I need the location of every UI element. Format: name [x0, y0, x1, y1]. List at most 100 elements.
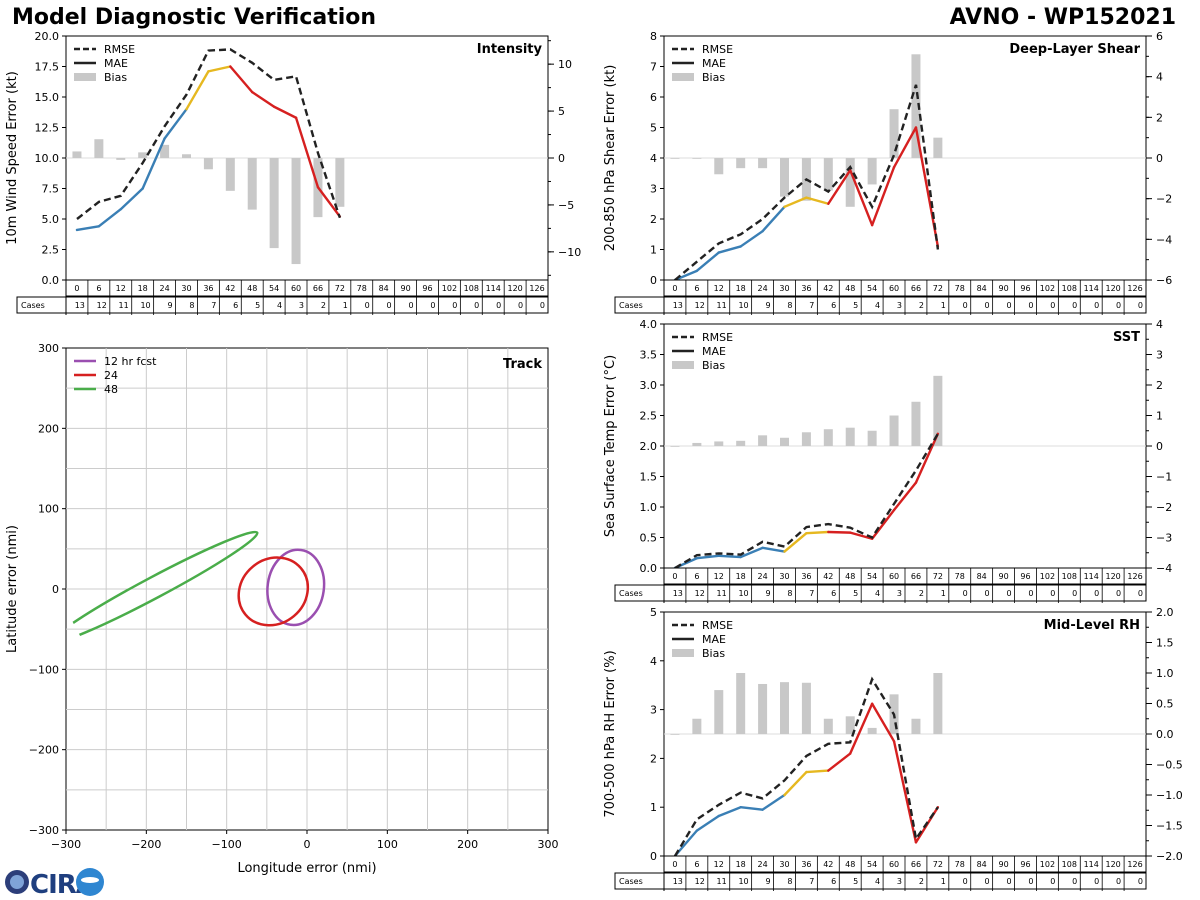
- rh-bias-bar: [823, 718, 833, 734]
- rh-cases-row: [614, 872, 1147, 890]
- sst-hour-label: 66: [911, 572, 921, 581]
- sst-case-count: 0: [1028, 589, 1033, 598]
- shear-hour-label: 48: [845, 284, 855, 293]
- rh-case-count: 6: [831, 877, 836, 886]
- shear-ytick-label: 6: [650, 91, 657, 104]
- sst-case-count: 12: [695, 589, 705, 598]
- sst-hour-label: 0: [672, 572, 677, 581]
- shear-case-count: 0: [1094, 301, 1099, 310]
- rh-case-count: 7: [809, 877, 814, 886]
- intensity-legend-mae-label: MAE: [104, 57, 128, 70]
- shear-case-count: 8: [787, 301, 792, 310]
- intensity-hour-label: 54: [269, 284, 279, 293]
- intensity-case-count: 1: [343, 301, 348, 310]
- rh-mae-segment: [783, 770, 808, 797]
- intensity-mae-segment: [185, 70, 210, 111]
- sst-hour-label: 108: [1062, 572, 1077, 581]
- sst-hour-label: 54: [867, 572, 877, 581]
- cira-globe-inner-icon: [10, 875, 24, 889]
- track-ytick-label: 200: [38, 422, 59, 435]
- shear-mae-segment: [717, 245, 742, 254]
- intensity-ytick-label: 17.5: [35, 61, 60, 74]
- sst-case-count: 0: [1072, 589, 1077, 598]
- sst-ytick-label: 1.5: [640, 471, 658, 484]
- intensity-cases-label: Cases: [21, 301, 45, 310]
- sst-panel: 0.00.51.01.52.02.53.03.54.0−4−3−2−101234…: [603, 318, 1172, 603]
- rh-hour-label: 126: [1127, 860, 1142, 869]
- shear-case-count: 0: [1072, 301, 1077, 310]
- rh-hour-label: 30: [779, 860, 789, 869]
- shear-hour-label: 0: [672, 284, 677, 293]
- shear-bias-bar: [933, 137, 943, 158]
- rh-case-count: 0: [963, 877, 968, 886]
- sst-ytick-label: 2.0: [640, 440, 658, 453]
- sst-case-count: 1: [941, 589, 946, 598]
- shear-legend-bias-label: Bias: [702, 71, 725, 84]
- shear-hour-label: 102: [1040, 284, 1055, 293]
- storm-id-title: AVNO - WP152021: [949, 5, 1176, 30]
- intensity-case-count: 12: [97, 301, 107, 310]
- intensity-hour-label: 114: [486, 284, 501, 293]
- sst-y2tick-label: −1: [1156, 471, 1172, 484]
- shear-mae-segment: [783, 196, 808, 209]
- track-ytick-label: 100: [38, 503, 59, 516]
- rh-y2tick-label: 0.5: [1156, 698, 1174, 711]
- rh-mae-segment: [805, 769, 830, 774]
- rh-legend-bias-swatch: [672, 649, 694, 657]
- intensity-ytick-label: 10.0: [35, 152, 60, 165]
- track-ytick-label: 0: [52, 583, 59, 596]
- intensity-bias-bar: [138, 152, 148, 158]
- rh-bias-bar: [933, 673, 943, 734]
- shear-ytick-label: 4: [650, 152, 657, 165]
- shear-case-count: 7: [809, 301, 814, 310]
- track-title: Track: [503, 357, 542, 372]
- sst-mae-segment: [870, 508, 896, 540]
- intensity-case-count: 2: [321, 301, 326, 310]
- shear-legend-rmse-label: RMSE: [702, 43, 733, 56]
- rh-case-count: 0: [985, 877, 990, 886]
- sst-case-count: 7: [809, 589, 814, 598]
- sst-ytick-label: 1.0: [640, 501, 658, 514]
- sst-mae-segment: [695, 554, 720, 560]
- shear-rmse-line: [674, 84, 940, 281]
- rh-hour-label: 114: [1084, 860, 1099, 869]
- sst-mae-segment: [827, 530, 852, 534]
- sst-legend-bias-label: Bias: [702, 359, 725, 372]
- sst-case-count: 0: [985, 589, 990, 598]
- shear-bias-bar: [780, 158, 789, 197]
- track-ylabel: Latitude error (nmi): [5, 525, 20, 653]
- sst-hour-label: 90: [998, 572, 1008, 581]
- rh-bias-bar: [758, 683, 768, 734]
- intensity-hour-label: 30: [181, 284, 191, 293]
- rh-legend-bias-label: Bias: [702, 647, 725, 660]
- intensity-ytick-label: 15.0: [35, 91, 60, 104]
- shear-case-count: 6: [831, 301, 836, 310]
- intensity-legend-bias-label: Bias: [104, 71, 127, 84]
- sst-mae-segment: [849, 531, 874, 540]
- intensity-bias-bar: [72, 151, 82, 158]
- sst-case-count: 0: [1094, 589, 1099, 598]
- shear-bias-bar: [670, 158, 680, 159]
- rh-hour-label: 6: [694, 860, 699, 869]
- sst-case-count: 9: [765, 589, 770, 598]
- rh-hour-label: 120: [1105, 860, 1120, 869]
- intensity-mae-segment: [272, 105, 298, 119]
- track-ellipse-24hr: [237, 556, 310, 627]
- shear-case-count: 10: [738, 301, 748, 310]
- track-xtick-label: −200: [131, 838, 161, 851]
- sst-hour-label: 48: [845, 572, 855, 581]
- shear-y2tick-label: −4: [1156, 233, 1172, 246]
- intensity-case-count: 0: [518, 301, 523, 310]
- sst-mae-segment: [892, 481, 918, 512]
- rh-rmse-line: [673, 676, 939, 857]
- intensity-bias-bar: [94, 139, 104, 158]
- sst-case-count: 4: [875, 589, 880, 598]
- sst-bias-bar: [867, 430, 877, 446]
- intensity-case-count: 9: [167, 301, 172, 310]
- shear-hour-label: 6: [694, 284, 699, 293]
- rh-hour-label: 0: [672, 860, 677, 869]
- shear-mae-segment: [761, 205, 786, 233]
- sst-bias-bar: [911, 401, 921, 446]
- shear-case-count: 2: [919, 301, 924, 310]
